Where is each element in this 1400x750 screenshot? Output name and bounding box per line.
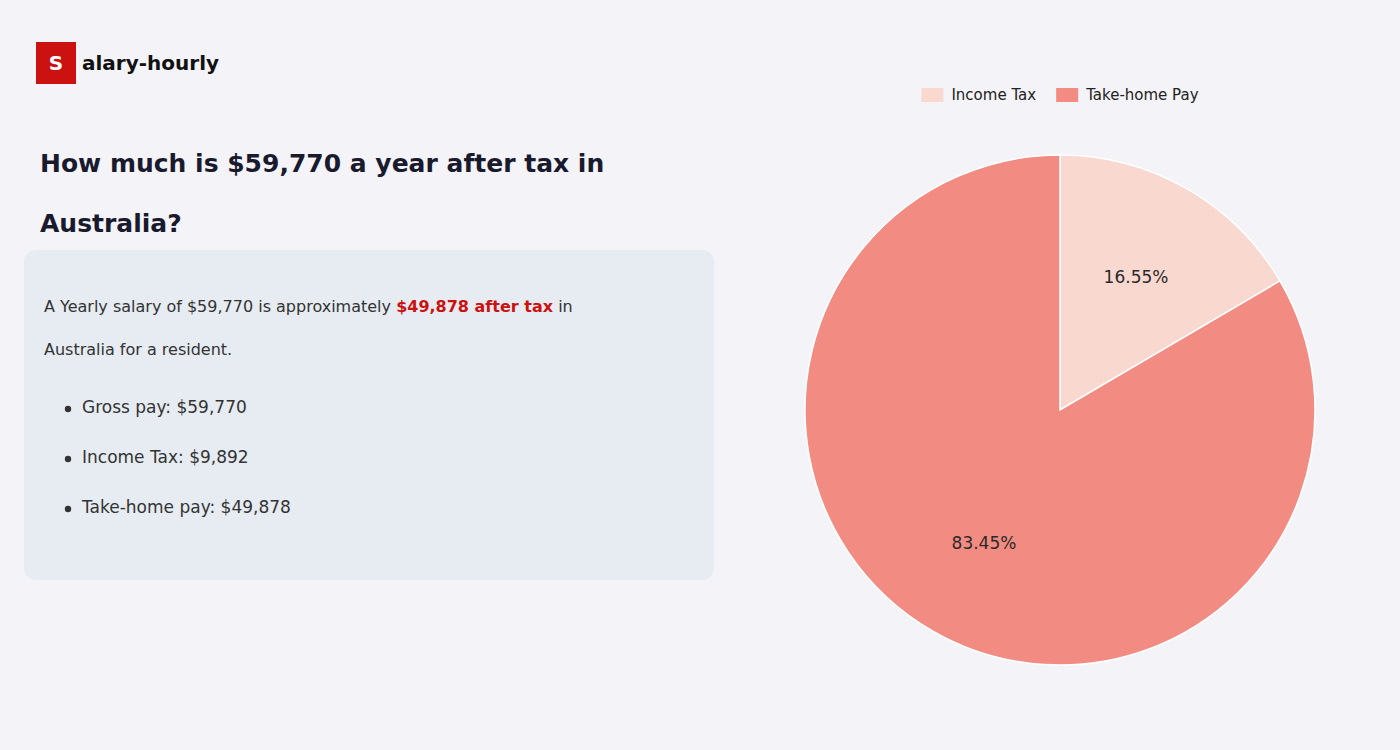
data-label: 83.45%	[952, 533, 1017, 553]
logo-text: alary-hourly	[82, 51, 219, 75]
logo-box	[36, 42, 76, 84]
data-label: 16.55%	[1104, 267, 1169, 287]
title: Australia?	[40, 209, 182, 238]
pie-slice	[805, 155, 1315, 665]
info-line: A Yearly salary of $59,770 is approximat…	[44, 297, 573, 316]
info-text: Australia for a resident.	[44, 340, 232, 359]
bullet-text: Income Tax: $9,892	[82, 447, 249, 467]
info-text: in	[553, 297, 573, 316]
info-box	[24, 250, 714, 580]
text-panel: Salary-hourly How much is $59,770 a year …	[24, 42, 714, 580]
legend-item: Income Tax	[921, 86, 1036, 104]
legend-swatch	[921, 88, 943, 102]
bullet-dot	[65, 506, 71, 512]
chart: Salary-hourly How much is $59,770 a year …	[0, 0, 1400, 750]
pie: 16.55% 83.45%	[805, 155, 1315, 665]
title: How much is $59,770 a year after tax in	[40, 149, 604, 178]
background	[0, 0, 1400, 750]
legend-label: Income Tax	[951, 86, 1036, 104]
info-text: A Yearly salary of $59,770 is approximat…	[44, 297, 396, 316]
bullet-dot	[65, 406, 71, 412]
legend-item: Take-home Pay	[1056, 86, 1199, 104]
bullet-text: Gross pay: $59,770	[82, 397, 247, 417]
bullet-text: Take-home pay: $49,878	[81, 497, 291, 517]
legend: Income Tax Take-home Pay	[921, 86, 1198, 104]
bullet-dot	[65, 456, 71, 462]
legend-label: Take-home Pay	[1085, 86, 1199, 104]
logo-letter: S	[49, 51, 63, 75]
info-highlight: $49,878 after tax	[396, 297, 554, 316]
legend-swatch	[1056, 88, 1078, 102]
